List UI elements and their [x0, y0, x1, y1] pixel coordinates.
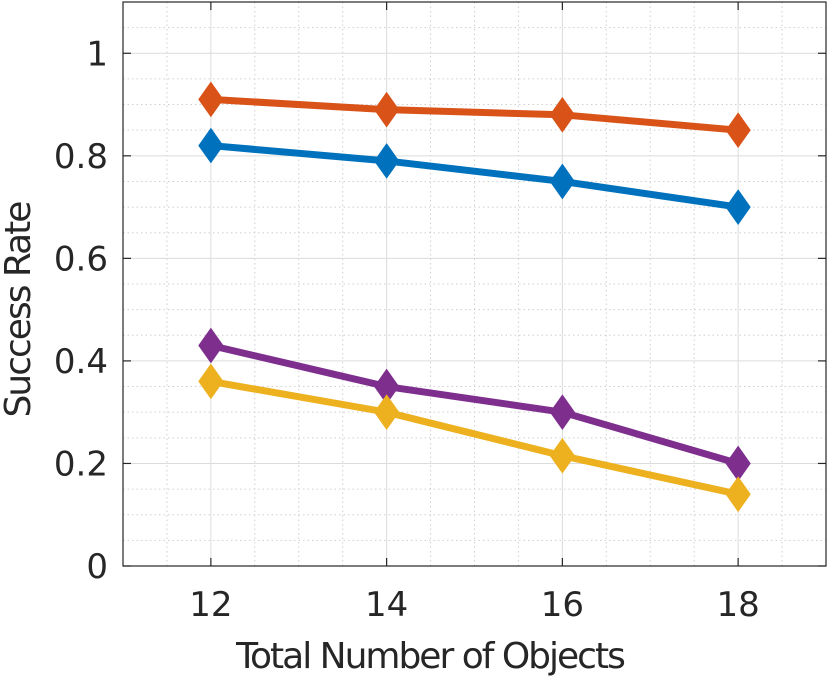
- data-point-marker: [374, 394, 400, 431]
- series-2: [198, 127, 751, 225]
- series-4: [198, 363, 751, 513]
- y-tick-labels: 0 0.2 0.4 0.6 0.8 1: [54, 34, 108, 587]
- series-line: [210, 342, 740, 467]
- data-point-marker: [198, 363, 224, 400]
- series-line: [210, 142, 739, 211]
- series-line: [210, 95, 739, 134]
- y-tick-label: 0.6: [54, 239, 108, 279]
- x-tick-label: 12: [189, 585, 232, 625]
- y-tick-label: 0.4: [54, 342, 108, 382]
- y-tick-label: 0.2: [54, 444, 108, 484]
- data-point-marker: [198, 81, 224, 118]
- data-point-marker: [725, 445, 751, 482]
- series-layer: [198, 81, 751, 513]
- axis-ticks: [123, 2, 826, 567]
- data-point-marker: [549, 163, 575, 200]
- y-tick-label: 0.8: [54, 137, 108, 177]
- x-tick-label: 14: [365, 585, 408, 625]
- x-axis-title: Total Number of Objects: [235, 636, 624, 677]
- data-point-marker: [549, 437, 575, 474]
- data-point-marker: [198, 127, 224, 164]
- y-tick-label: 1: [86, 34, 108, 74]
- series-line: [210, 377, 739, 498]
- data-point-marker: [549, 394, 575, 431]
- minor-grid: [123, 2, 826, 566]
- data-point-marker: [198, 327, 224, 364]
- data-point-marker: [725, 189, 751, 225]
- data-point-marker: [374, 143, 400, 179]
- x-tick-label: 16: [541, 585, 584, 625]
- data-point-marker: [725, 476, 751, 513]
- data-point-marker: [549, 96, 575, 133]
- y-axis-title: Success Rate: [0, 202, 39, 418]
- data-point-marker: [374, 91, 400, 128]
- x-tick-labels: 12 14 16 18: [189, 585, 760, 625]
- x-tick-label: 18: [716, 585, 759, 625]
- y-tick-label: 0: [86, 547, 108, 587]
- series-1: [198, 81, 751, 149]
- data-point-marker: [725, 112, 751, 149]
- plot-frame: [122, 1, 827, 567]
